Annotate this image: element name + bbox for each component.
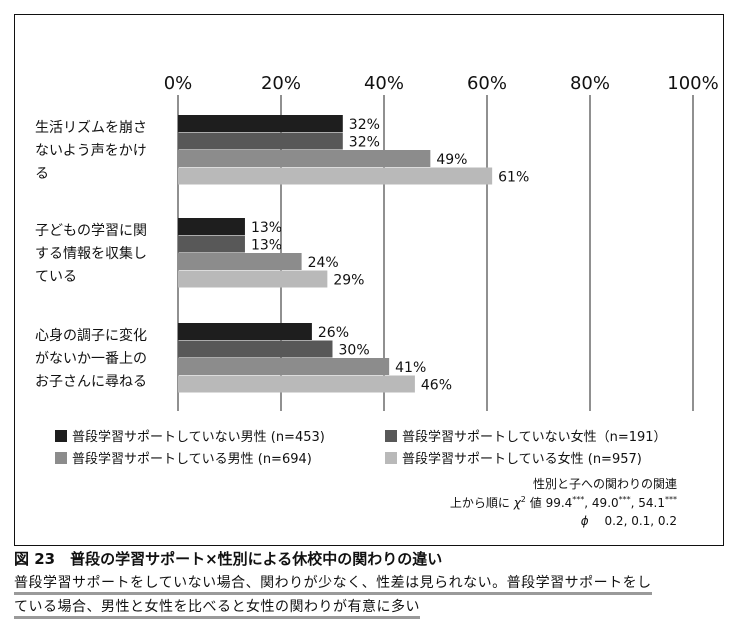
x-tick-label: 0% (164, 73, 193, 94)
x-tick-label: 20% (261, 73, 301, 94)
stats-note-chi: 上から順に χ2 値 99.4***, 49.0***, 54.1*** (449, 495, 677, 510)
chi-sig-1: *** (572, 495, 585, 504)
bar-chart: 0% 20% 40% 60% 80% 100% 32%32% 49% 61% 生活リズムを崩さない… (35, 73, 719, 467)
figure-frame: 0% 20% 40% 60% 80% 100% 32% 32% 49% 61% 生活リズムを崩さ ない… (14, 14, 724, 546)
data-label: 13% (251, 237, 282, 253)
chi-symbol: χ (513, 496, 521, 510)
legend-label: 普段学習サポートしている女性 (n=957) (402, 451, 642, 467)
x-tick-label: 60% (467, 73, 507, 94)
chi-value-1: 99.4 (545, 496, 573, 510)
chi-sig-3: *** (665, 495, 677, 504)
phi-symbol: ϕ (580, 514, 589, 528)
bar (178, 323, 312, 340)
bar (178, 375, 415, 393)
bar (178, 218, 245, 235)
chi-value-2: 49.0 (591, 496, 619, 510)
bar (178, 253, 302, 270)
bar (178, 167, 493, 185)
legend-label: 普段学習サポートしていない女性（n=191） (402, 429, 667, 445)
caption-line-1: 普段学習サポートをしていない場合、関わりが少なく、性差は見られない。普段学習サポ… (14, 574, 652, 595)
category-label: がないか一番上の (35, 351, 147, 367)
bar (178, 340, 333, 358)
bar (178, 358, 390, 375)
category-label: 生活リズムを崩さ (35, 120, 147, 136)
data-label: 32% (349, 117, 380, 133)
data-label: 41% (395, 360, 426, 376)
category-label: お子さんに尋ねる (35, 374, 147, 390)
data-label: 46% (421, 377, 452, 393)
x-tick-label: 80% (570, 73, 610, 94)
category-label: ないよう声をかけ (35, 143, 147, 159)
value-word: 値 (529, 496, 542, 510)
data-label: 24% (308, 255, 339, 271)
data-label: 26% (318, 325, 349, 341)
chi-superscript: 2 (520, 495, 526, 504)
category-label: る (35, 166, 49, 182)
legend-swatch (55, 452, 67, 464)
data-label: 13% (251, 220, 282, 236)
bar (178, 115, 343, 132)
data-label: 61% (498, 169, 529, 185)
caption-line-2: ている場合、男性と女性を比べると女性の関わりが有意に多い (14, 598, 420, 619)
legend-swatch (385, 430, 397, 442)
category-label: 子どもの学習に関 (35, 223, 147, 239)
bar (178, 235, 245, 253)
bar (178, 270, 328, 288)
figure-caption-title: 図 23 普段の学習サポート×性別による休校中の関わりの違い (14, 550, 443, 568)
stats-note-prefix: 上から順に (449, 496, 510, 510)
phi-values: 0.2, 0.1, 0.2 (604, 514, 677, 528)
legend-label: 普段学習サポートしている男性 (n=694) (72, 451, 312, 467)
category-label: 心身の調子に変化 (35, 327, 147, 344)
stats-note-title: 性別と子への関わりの関連 (532, 477, 677, 491)
legend-swatch (385, 452, 397, 464)
chi-sig-2: *** (618, 495, 631, 504)
data-label: 29% (333, 272, 364, 288)
x-tick-label: 100% (667, 73, 718, 94)
data-label: 49% (436, 152, 467, 168)
bar (178, 150, 431, 167)
legend-label: 普段学習サポートしていない男性 (n=453) (72, 429, 325, 445)
category-label: する情報を収集し (35, 245, 147, 262)
bar (178, 132, 343, 150)
x-tick-label: 40% (364, 73, 404, 94)
stats-note-phi: ϕ 0.2, 0.1, 0.2 (581, 514, 677, 528)
category-label: ている (35, 269, 77, 285)
data-label: 32% (349, 134, 380, 150)
data-label: 30% (339, 342, 370, 358)
legend-swatch (55, 430, 67, 442)
chi-value-3: 54.1 (638, 496, 665, 510)
